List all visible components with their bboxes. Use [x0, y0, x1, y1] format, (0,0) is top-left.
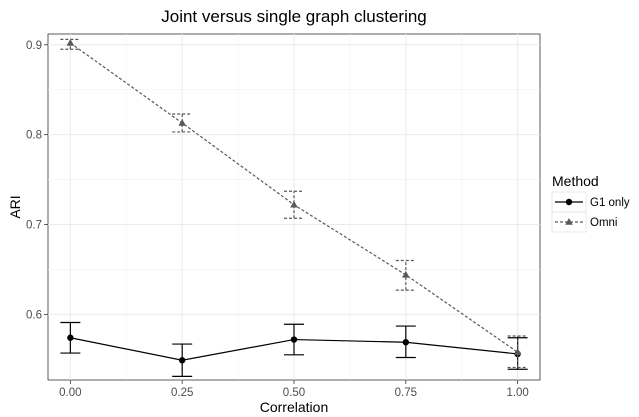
- y-tick-label: 0.9: [26, 40, 42, 52]
- x-tick-label: 0.75: [395, 387, 417, 399]
- series-g1-only: [60, 321, 528, 378]
- legend-marker: [565, 198, 573, 206]
- legend-item: Omni: [551, 211, 617, 233]
- y-tick-label: 0.7: [26, 220, 42, 232]
- y-axis: 0.6 0.7 0.8 0.9: [26, 40, 48, 321]
- data-point: [402, 339, 410, 346]
- legend: Method G1 only Omni: [551, 173, 630, 233]
- error-bar: [172, 113, 193, 133]
- legend-label: G1 only: [590, 197, 630, 209]
- error-bar: [395, 259, 416, 291]
- x-axis: 0.00 0.25 0.50 0.75 1.00: [59, 380, 529, 399]
- series-layer: [60, 38, 528, 378]
- grid-lines: [48, 34, 540, 380]
- data-point: [290, 336, 298, 343]
- data-point: [66, 38, 75, 46]
- x-tick-label: 0.00: [59, 387, 81, 399]
- legend-title: Method: [552, 173, 599, 189]
- legend-item: G1 only: [551, 191, 630, 213]
- series-omni: [60, 38, 528, 369]
- data-point: [178, 118, 186, 126]
- legend-marker: [565, 218, 573, 225]
- legend-label: Omni: [590, 217, 617, 229]
- x-tick-label: 0.50: [283, 387, 305, 399]
- x-tick-label: 1.00: [506, 387, 528, 399]
- y-axis-title: ARI: [7, 195, 23, 218]
- error-bar: [284, 190, 304, 219]
- y-tick-label: 0.6: [26, 309, 42, 321]
- x-axis-title: Correlation: [260, 399, 328, 415]
- data-point: [290, 200, 298, 208]
- data-point: [402, 270, 410, 278]
- y-tick-label: 0.8: [26, 130, 42, 142]
- data-point: [513, 348, 522, 355]
- data-point: [178, 357, 186, 364]
- x-tick-label: 0.25: [171, 387, 193, 399]
- data-point: [67, 334, 74, 341]
- chart-title: Joint versus single graph clustering: [161, 7, 427, 26]
